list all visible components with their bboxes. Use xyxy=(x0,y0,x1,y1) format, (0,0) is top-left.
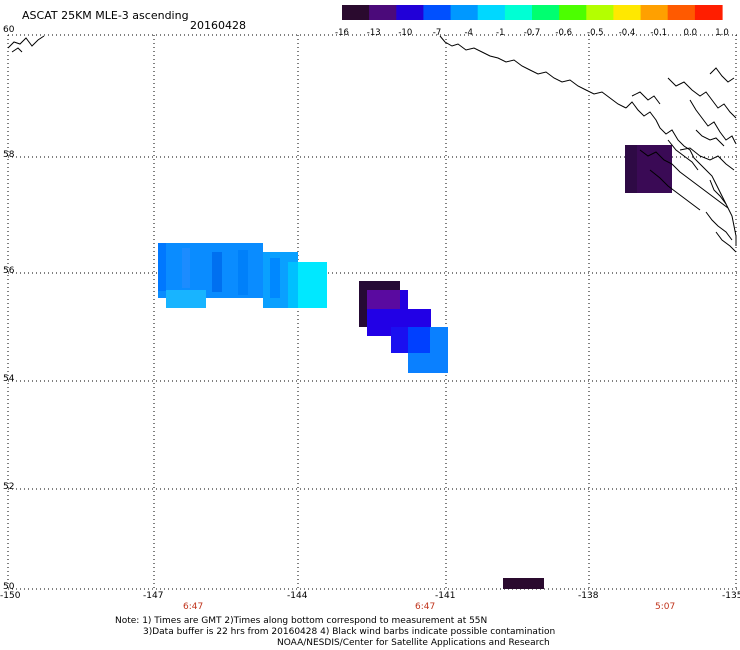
colorbar-swatch xyxy=(504,5,533,20)
lon-label: -150 xyxy=(0,591,21,601)
colorbar-swatch xyxy=(396,5,424,20)
time-label: 6:47 xyxy=(415,602,436,612)
wind-cell xyxy=(503,578,544,589)
wind-cell xyxy=(391,327,408,353)
wind-cell xyxy=(166,290,206,308)
colorbar-label: -4 xyxy=(464,28,472,38)
colorbar-swatch xyxy=(423,5,452,20)
lon-label: -141 xyxy=(435,591,456,601)
colorbar-label: -0.6 xyxy=(555,28,572,38)
colorbar-swatch xyxy=(477,5,506,20)
colorbar-swatch xyxy=(586,5,614,20)
colorbar-label: -7 xyxy=(433,28,441,38)
time-label: 6:47 xyxy=(183,602,204,612)
wind-cell xyxy=(288,262,300,308)
wind-cell xyxy=(238,250,248,295)
coastline xyxy=(7,35,737,253)
colorbar-swatch xyxy=(532,5,560,20)
colorbar-label: -1 xyxy=(496,28,504,38)
lat-label: 50 xyxy=(3,582,15,592)
product-date: 20160428 xyxy=(190,19,246,32)
colorbar-swatch xyxy=(559,5,587,20)
graticule xyxy=(7,34,738,590)
wind-cell xyxy=(158,243,166,291)
lat-label: 58 xyxy=(3,150,15,160)
colorbar-swatch xyxy=(694,5,723,20)
lon-label: -135 xyxy=(722,591,740,601)
product-title: ASCAT 25KM MLE-3 ascending xyxy=(22,9,189,22)
colorbar-label: -0.7 xyxy=(524,28,541,38)
colorbar-swatch xyxy=(450,5,479,20)
wind-cell xyxy=(298,262,327,308)
colorbar-swatch xyxy=(667,5,696,20)
colorbar-label: 0.0 xyxy=(684,28,698,38)
lon-label: -147 xyxy=(143,591,164,601)
colorbar-labels: -16 -13 -10 -7 -4 -1 -0.7 -0.6 -0.5 -0.4 -0.1 0.0 1.… xyxy=(335,28,729,38)
colorbar-swatch xyxy=(613,5,642,20)
wind-cell xyxy=(625,145,637,193)
colorbar-label: -10 xyxy=(398,28,412,38)
note-line-1: Note: 1) Times are GMT 2)Times along bot… xyxy=(115,616,488,626)
colorbar-swatch xyxy=(640,5,669,20)
lat-label: 52 xyxy=(3,482,15,492)
note-line-2: 3)Data buffer is 22 hrs from 20160428 4)… xyxy=(143,627,556,637)
colorbar-label: -0.5 xyxy=(587,28,604,38)
wind-cell xyxy=(182,248,190,288)
wind-cell xyxy=(212,252,222,292)
colorbar-swatch xyxy=(342,5,370,20)
wind-cell xyxy=(270,258,280,298)
time-label: 5:07 xyxy=(655,602,676,612)
note-line-3: NOAA/NESDIS/Center for Satellite Applica… xyxy=(277,638,550,648)
lon-label: -138 xyxy=(578,591,599,601)
wind-cell xyxy=(408,327,430,353)
colorbar-label: -0.1 xyxy=(650,28,667,38)
colorbar-label: -13 xyxy=(367,28,381,38)
lat-label: 54 xyxy=(3,374,15,384)
colorbar-swatch xyxy=(369,5,397,20)
colorbar-label: -16 xyxy=(335,28,349,38)
colorbar-label: 1.0 xyxy=(715,28,729,38)
wind-cells xyxy=(158,145,672,589)
colorbar xyxy=(342,5,723,20)
colorbar-label: -0.4 xyxy=(619,28,636,38)
lat-label: 56 xyxy=(3,266,15,276)
wind-cell xyxy=(400,290,408,309)
lon-label: -144 xyxy=(287,591,308,601)
lat-label: 60 xyxy=(3,25,15,35)
